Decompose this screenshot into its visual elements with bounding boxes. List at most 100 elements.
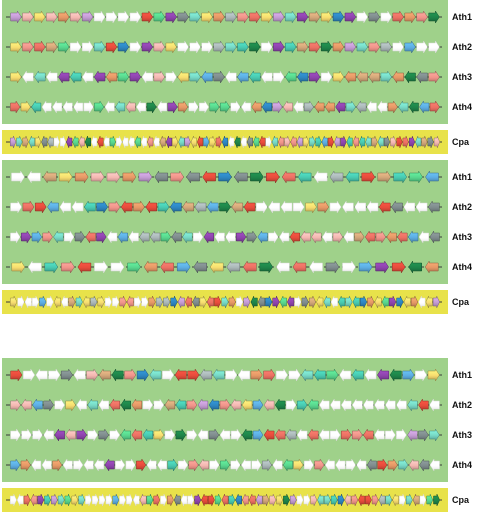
gene-arrow	[165, 10, 177, 24]
gene-arrow	[359, 135, 366, 149]
gene-arrow	[197, 135, 204, 149]
gene-arrow	[345, 170, 360, 184]
gene-arrow	[234, 170, 248, 184]
gene-arrow	[332, 10, 345, 24]
gene-arrow	[330, 295, 338, 309]
gene-arrow	[21, 398, 32, 412]
gene-arrow	[10, 295, 18, 309]
gene-arrow	[300, 230, 311, 244]
gene-arrow	[337, 493, 345, 507]
gene-arrow	[153, 135, 160, 149]
gene-arrow	[93, 70, 106, 84]
gene-arrow	[359, 295, 368, 309]
gene-arrow	[214, 493, 222, 507]
gene-arrow	[356, 70, 368, 84]
gene-arrow	[159, 135, 166, 149]
gene-arrow	[176, 260, 191, 274]
gene-arrow	[35, 368, 48, 382]
gene-arrow	[54, 428, 65, 442]
gene-arrow	[199, 295, 207, 309]
gene-arrow	[385, 493, 393, 507]
gene-arrow	[184, 135, 191, 149]
gene-arrow	[246, 135, 253, 149]
gene-arrow	[129, 40, 142, 54]
gene-arrow	[138, 170, 153, 184]
gene-arrow	[296, 428, 308, 442]
gene-arrow	[41, 458, 52, 472]
gene-arrow	[42, 170, 57, 184]
gene-arrow	[136, 100, 147, 114]
gene-arrow	[77, 260, 92, 274]
gene-arrow	[141, 70, 153, 84]
gene-arrow	[296, 398, 308, 412]
gene-arrow	[178, 135, 185, 149]
track-label: Cpa	[452, 495, 470, 505]
gene-arrow	[182, 230, 193, 244]
gene-arrow	[240, 458, 251, 472]
gene-arrow	[17, 295, 25, 309]
gene-arrow	[338, 295, 346, 309]
gene-arrow	[120, 428, 131, 442]
gene-arrow	[392, 10, 404, 24]
gene-arrow	[380, 40, 392, 54]
gene-arrow	[31, 458, 42, 472]
gene-arrow	[408, 458, 419, 472]
gene-arrow	[27, 260, 42, 274]
gene-arrow	[119, 493, 126, 507]
gene-arrow	[294, 295, 302, 309]
gene-arrow	[69, 70, 82, 84]
gene-arrow	[257, 230, 268, 244]
gene-arrow	[105, 40, 118, 54]
gene-arrow	[24, 295, 32, 309]
gene-arrow	[10, 70, 22, 84]
gene-arrow	[330, 428, 341, 442]
gene-arrow	[236, 295, 244, 309]
gene-arrow	[177, 10, 189, 24]
gene-arrow	[85, 230, 96, 244]
gene-arrow	[403, 200, 416, 214]
gene-arrow	[276, 493, 283, 507]
gene-arrow	[153, 398, 165, 412]
gene-arrow	[396, 398, 407, 412]
gene-arrow	[374, 295, 382, 309]
gene-arrow	[429, 100, 440, 114]
gene-arrow	[115, 458, 126, 472]
gene-arrow	[403, 295, 411, 309]
gene-arrow	[429, 428, 440, 442]
gene-arrow	[58, 10, 70, 24]
gene-arrow	[266, 170, 280, 184]
gene-arrow	[215, 135, 222, 149]
gene-arrow	[374, 428, 385, 442]
gene-arrow	[407, 398, 418, 412]
gene-arrow	[426, 493, 434, 507]
gene-arrow	[220, 458, 231, 472]
gene-arrow	[112, 295, 120, 309]
gene-arrow	[279, 295, 287, 309]
gene-arrow	[39, 295, 47, 309]
gene-arrow	[301, 368, 314, 382]
gene-arrow	[202, 170, 216, 184]
gene-arrow	[424, 260, 439, 274]
gene-arrow	[62, 458, 73, 472]
gene-arrow	[129, 70, 142, 84]
gene-arrow	[170, 295, 178, 309]
gene-arrow	[433, 135, 440, 149]
gene-arrow	[209, 260, 224, 274]
gene-arrow	[189, 40, 201, 54]
gene-arrow	[415, 368, 428, 382]
gene-arrow	[377, 458, 388, 472]
gene-arrow	[87, 428, 99, 442]
gene-arrow	[271, 135, 278, 149]
gene-arrow	[332, 230, 344, 244]
gene-arrow	[293, 100, 304, 114]
gene-arrow	[209, 135, 216, 149]
gene-arrow	[429, 398, 440, 412]
gene-arrow	[334, 135, 341, 149]
gene-arrow	[34, 135, 42, 149]
gene-arrow	[366, 100, 377, 114]
gene-arrow	[378, 200, 391, 214]
gene-arrow	[104, 100, 115, 114]
gene-arrow	[20, 458, 31, 472]
gene-arrow	[256, 200, 268, 214]
gene-arrow	[188, 100, 199, 114]
